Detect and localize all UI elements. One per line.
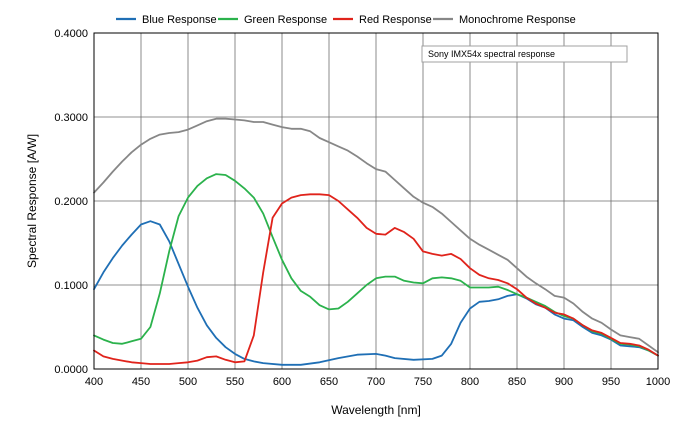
y-tick-label: 0.0000 bbox=[54, 364, 88, 376]
legend-label: Red Response bbox=[359, 14, 432, 26]
y-tick-label: 0.1000 bbox=[54, 280, 88, 292]
series-line-3 bbox=[93, 117, 659, 354]
annotation-frame bbox=[421, 45, 628, 63]
y-tick-labels: 0.0000 0.1000 0.2000 0.3000 0.4000 bbox=[54, 28, 88, 376]
x-tick-label: 600 bbox=[273, 376, 291, 388]
plot-frame bbox=[93, 32, 659, 370]
x-tick-label: 750 bbox=[414, 376, 432, 388]
x-tick-label: 400 bbox=[85, 376, 103, 388]
x-tick-label: 450 bbox=[132, 376, 150, 388]
x-tick-label: 550 bbox=[226, 376, 244, 388]
series-line-0 bbox=[93, 220, 659, 366]
y-axis-title: Spectral Response [A/W] bbox=[25, 134, 39, 268]
x-tick-label: 950 bbox=[602, 376, 620, 388]
legend-label: Blue Response bbox=[142, 14, 217, 26]
y-tick-label: 0.2000 bbox=[54, 196, 88, 208]
x-tick-label: 700 bbox=[367, 376, 385, 388]
series-line-2 bbox=[93, 193, 659, 365]
y-tick-label: 0.3000 bbox=[54, 112, 88, 124]
x-tick-label: 800 bbox=[461, 376, 479, 388]
series-layer bbox=[93, 117, 659, 366]
legend-label: Green Response bbox=[244, 14, 327, 26]
x-tick-labels: 400 450 500 550 600 650 700 750 800 850 900 950 1000 bbox=[85, 376, 670, 388]
x-tick-label: 1000 bbox=[646, 376, 670, 388]
x-tick-label: 850 bbox=[508, 376, 526, 388]
x-tick-label: 650 bbox=[320, 376, 338, 388]
annotation-box: Sony IMX54x spectral response bbox=[421, 45, 628, 63]
annotation-text: Sony IMX54x spectral response bbox=[428, 49, 555, 59]
y-tick-label: 0.4000 bbox=[54, 28, 88, 40]
x-tick-label: 500 bbox=[179, 376, 197, 388]
legend-label: Monochrome Response bbox=[459, 14, 576, 26]
x-tick-label: 900 bbox=[555, 376, 573, 388]
legend: Blue Response Green Response Red Response M… bbox=[116, 14, 576, 26]
series-line-1 bbox=[93, 173, 659, 357]
x-axis-title: Wavelength [nm] bbox=[331, 403, 421, 417]
